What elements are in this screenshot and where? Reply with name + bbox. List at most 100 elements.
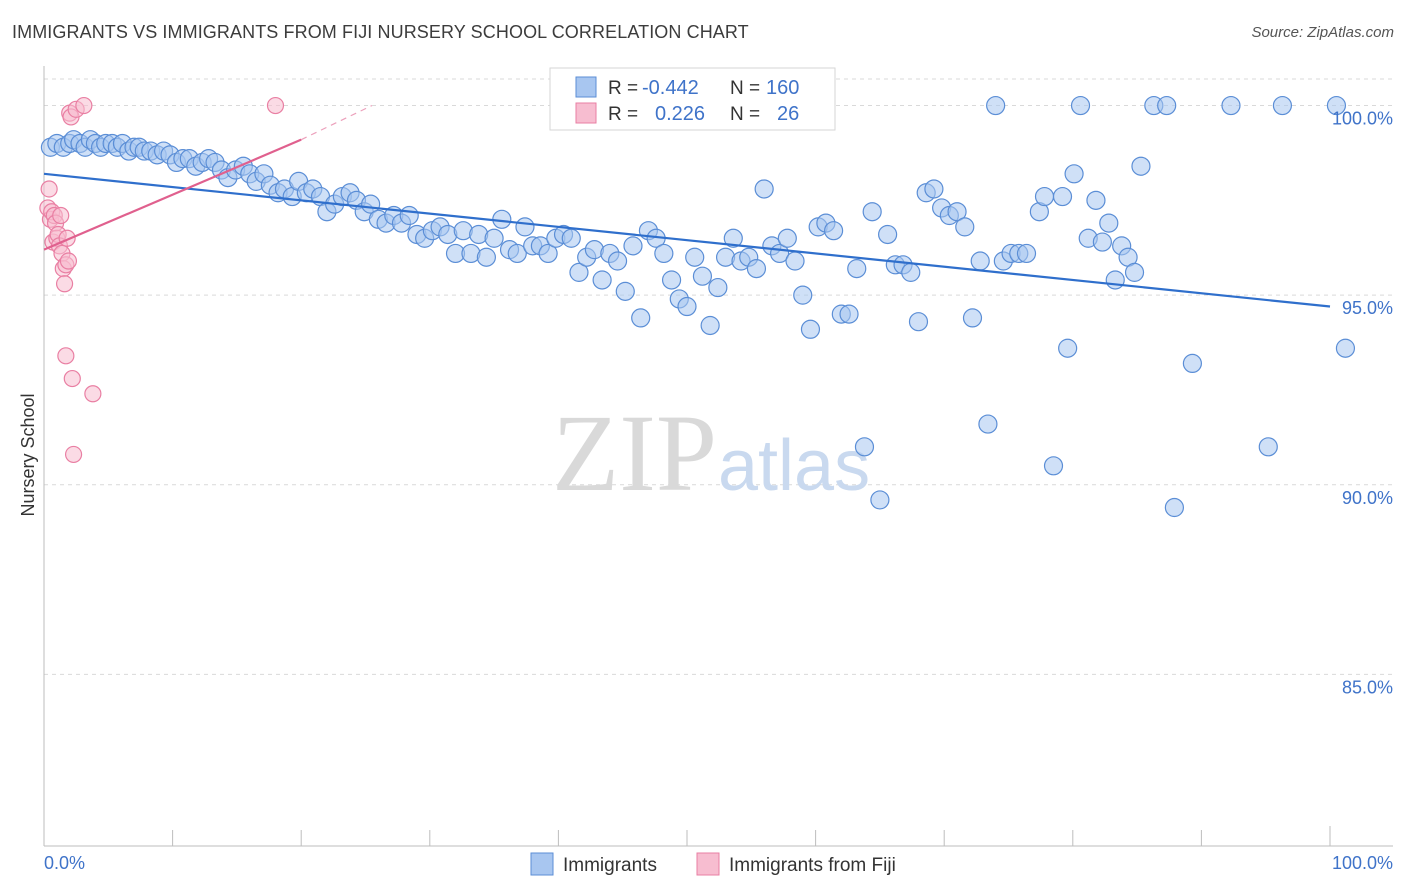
immigrants-point-94 [700, 315, 720, 336]
legend-r-value-immigrants: -0.442 [642, 77, 699, 99]
immigrants-point-126 [947, 202, 967, 222]
y-tick-label-0: 100.0% [1332, 109, 1393, 129]
bottom-legend-swatch-fiji [696, 852, 720, 876]
immigrants-point-83 [615, 281, 635, 301]
y-tick-label-3: 85.0% [1342, 677, 1393, 697]
fiji-trend-extension [300, 105, 373, 141]
immigrants-point-153 [1157, 95, 1177, 116]
watermark: ZIP atlas [552, 392, 870, 514]
immigrants-point-89 [661, 270, 682, 290]
immigrants-point-66 [484, 228, 504, 248]
immigrants-point-112 [839, 304, 859, 324]
immigrants-point-131 [986, 95, 1006, 116]
immigrants-point-91 [677, 296, 697, 317]
bottom-legend-swatch-immigrants [530, 852, 554, 876]
immigrants-point-114 [854, 437, 875, 457]
x-tick-label-max: 100.0% [1332, 853, 1393, 873]
immigrants-point-77 [569, 262, 589, 282]
immigrants-point-95 [708, 277, 728, 298]
legend-swatch-immigrants [575, 76, 597, 98]
y-tick-label-1: 95.0% [1342, 298, 1393, 318]
watermark-atlas: atlas [718, 426, 870, 506]
fiji-point-20 [63, 369, 81, 388]
immigrants-point-93 [692, 266, 713, 286]
trend-lines [43, 105, 1331, 308]
immigrants-point-156 [1221, 95, 1241, 116]
legend-n-value-immigrants: 160 [766, 77, 799, 99]
immigrants-point-70 [515, 217, 535, 237]
fiji-point-10 [52, 206, 70, 225]
immigrants-point-144 [1086, 190, 1106, 210]
immigrants-point-130 [978, 414, 998, 434]
x-tick-label-min: 0.0% [44, 853, 85, 873]
y-tick-labels: 100.0% 95.0% 90.0% 85.0% [1332, 109, 1393, 698]
immigrants-point-138 [1043, 456, 1064, 476]
immigrants-point-117 [878, 224, 898, 245]
immigrants-trend-line [43, 172, 1331, 308]
watermark-zip: ZIP [552, 392, 717, 514]
fiji-point-16 [59, 252, 78, 270]
immigrants-point-88 [654, 243, 674, 264]
immigrants-point-97 [723, 228, 743, 248]
legend-r-label-fiji: R = [608, 104, 638, 125]
immigrants-point-158 [1272, 95, 1293, 116]
legend-r-label-immigrants: R = [608, 78, 638, 99]
y-axis-label: Nursery School [18, 393, 38, 516]
immigrants-point-135 [1016, 243, 1037, 264]
immigrants-point-116 [870, 490, 890, 510]
immigrants-point-82 [607, 251, 628, 271]
immigrants-point-160 [1335, 338, 1356, 358]
legend-swatch-fiji [575, 102, 597, 124]
immigrants-point-141 [1064, 164, 1084, 184]
immigrants-point-159 [1326, 95, 1347, 116]
fiji-point-13 [55, 275, 74, 293]
immigrants-point-142 [1070, 95, 1091, 116]
immigrants-point-80 [592, 270, 612, 290]
immigrants-point-105 [785, 251, 805, 271]
immigrants-point-84 [623, 236, 643, 256]
immigrants-point-154 [1164, 497, 1184, 518]
legend-n-label-immigrants: N = [730, 78, 760, 99]
immigrants-point-107 [800, 319, 821, 339]
immigrants-point-85 [631, 308, 651, 328]
immigrants-point-76 [561, 228, 581, 248]
immigrants-point-140 [1058, 338, 1078, 358]
immigrants-point-92 [685, 247, 705, 267]
immigrants-point-146 [1099, 213, 1119, 233]
fiji-point-23 [75, 96, 93, 115]
immigrants-point-127 [955, 217, 975, 237]
immigrants-point-155 [1182, 353, 1202, 374]
immigrants-point-157 [1258, 437, 1278, 457]
immigrants-point-139 [1052, 186, 1073, 207]
immigrants-point-145 [1092, 232, 1112, 252]
fiji-point-17 [57, 347, 75, 365]
y-tick-label-2: 90.0% [1342, 488, 1393, 508]
immigrants-point-101 [754, 179, 774, 199]
chart-title: IMMIGRANTS VS IMMIGRANTS FROM FIJI NURSE… [12, 22, 749, 42]
bottom-legend-label-immigrants: Immigrants [563, 855, 657, 876]
immigrants-point-106 [793, 285, 813, 305]
chart-source: Source: ZipAtlas.com [1251, 24, 1394, 41]
series-immigrants-points [40, 95, 1356, 518]
legend-box [549, 67, 836, 131]
legend-r-value-fiji: 0.226 [655, 103, 705, 125]
immigrants-point-150 [1124, 262, 1145, 282]
immigrants-point-55 [399, 205, 419, 226]
legend-n-value-fiji: 26 [777, 103, 799, 125]
fiji-point-21 [64, 445, 83, 464]
series-legend: Immigrants Immigrants from Fiji [530, 852, 896, 876]
immigrants-point-115 [862, 202, 882, 222]
immigrants-point-147 [1105, 270, 1125, 290]
fiji-point-25 [266, 96, 285, 115]
bottom-legend-label-fiji: Immigrants from Fiji [729, 855, 896, 876]
immigrants-point-65 [476, 247, 496, 267]
immigrants-point-110 [824, 221, 844, 241]
series-fiji-points [39, 96, 285, 464]
immigrants-point-129 [970, 251, 990, 271]
fiji-point-1 [40, 180, 58, 198]
fiji-trend-line [43, 138, 302, 251]
immigrants-point-151 [1131, 156, 1151, 176]
legend-n-label-fiji: N = [730, 104, 760, 125]
fiji-point-24 [84, 385, 102, 403]
